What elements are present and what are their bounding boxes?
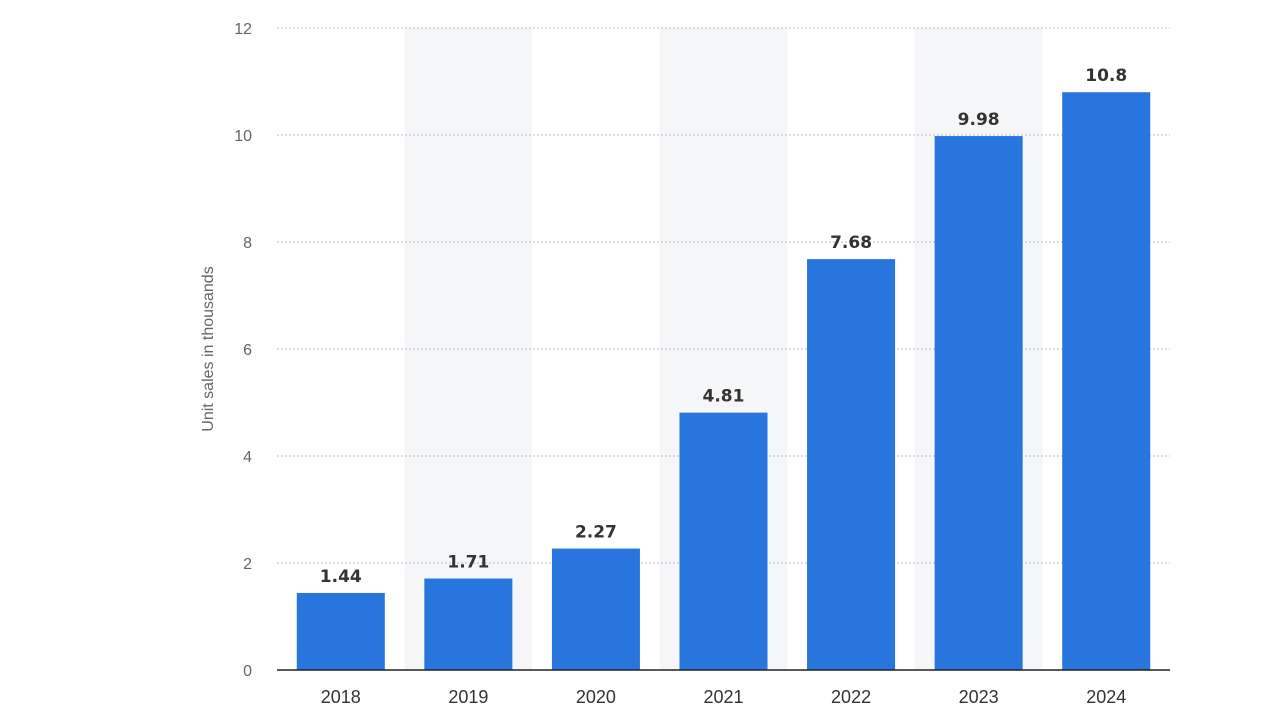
y-tick-label: 4 xyxy=(243,449,252,466)
y-tick-label: 12 xyxy=(234,21,252,38)
bar-2024 xyxy=(1062,92,1151,670)
bar-2019 xyxy=(424,578,513,670)
bar-2020 xyxy=(551,548,640,670)
data-label: 2.27 xyxy=(575,523,617,543)
x-tick-label: 2021 xyxy=(703,687,743,707)
y-tick-label: 10 xyxy=(234,128,252,145)
data-label: 10.8 xyxy=(1085,66,1127,86)
data-label: 4.81 xyxy=(703,387,745,407)
y-axis-ticks: 0 2 4 6 8 10 12 xyxy=(234,21,252,680)
y-axis-title: Unit sales in thousands xyxy=(200,266,217,431)
x-tick-label: 2023 xyxy=(959,687,999,707)
bar-2018 xyxy=(296,592,385,670)
x-tick-label: 2018 xyxy=(321,687,361,707)
x-axis-ticks: 2018 2019 2020 2021 2022 2023 2024 xyxy=(321,687,1126,707)
x-tick-label: 2020 xyxy=(576,687,616,707)
y-tick-label: 0 xyxy=(243,663,252,680)
bar-2023 xyxy=(934,136,1023,670)
data-label: 1.71 xyxy=(447,553,489,573)
x-tick-label: 2024 xyxy=(1086,687,1126,707)
bar-2021 xyxy=(679,412,768,670)
x-tick-label: 2019 xyxy=(448,687,488,707)
data-label: 9.98 xyxy=(958,110,1000,130)
y-tick-label: 8 xyxy=(243,235,252,252)
data-labels: 1.44 1.71 2.27 4.81 7.68 9.98 10.8 xyxy=(320,66,1127,587)
data-label: 7.68 xyxy=(830,233,872,253)
y-tick-label: 6 xyxy=(243,342,252,359)
x-tick-label: 2022 xyxy=(831,687,871,707)
data-label: 1.44 xyxy=(320,567,362,587)
y-tick-label: 2 xyxy=(243,556,252,573)
bar-2022 xyxy=(807,259,896,670)
bars xyxy=(296,92,1151,670)
